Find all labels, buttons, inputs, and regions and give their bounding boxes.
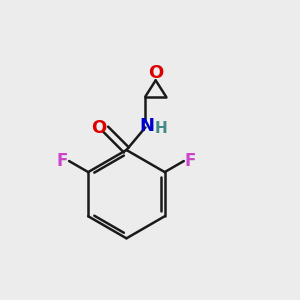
Text: F: F [57, 152, 68, 170]
Text: F: F [184, 152, 196, 170]
Text: N: N [139, 117, 154, 135]
Text: H: H [154, 122, 167, 136]
Text: O: O [92, 119, 107, 137]
Text: O: O [148, 64, 163, 82]
